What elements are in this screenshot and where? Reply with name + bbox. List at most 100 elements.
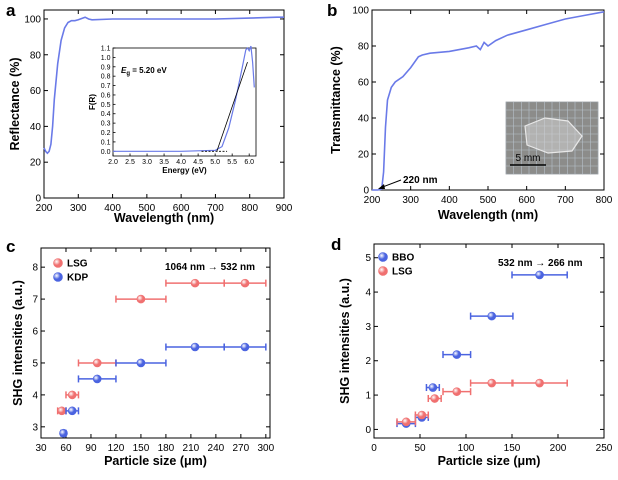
inset-y-tick-label: 0.4 <box>101 111 111 118</box>
data-point-bbo <box>535 270 544 280</box>
y-tick-label: 3 <box>365 322 371 333</box>
data-point-lsg <box>92 358 102 368</box>
inset-y-axis-label: F(R) <box>88 94 97 110</box>
y-tick-label: 2 <box>365 356 371 367</box>
y-tick-label: 8 <box>32 263 38 274</box>
inset-x-axis-label: Energy (eV) <box>162 166 207 175</box>
x-tick-label: 400 <box>441 195 458 206</box>
inset-tangent-line <box>216 61 248 152</box>
x-tick-label: 200 <box>550 443 567 454</box>
y-tick-label: 0 <box>363 186 369 197</box>
data-point-lsg <box>452 387 462 396</box>
inset-y-tick-label: 0.9 <box>101 64 111 71</box>
inset-x-tick-label: 2.0 <box>108 159 118 166</box>
inset-x-tick-label: 5.5 <box>227 159 237 166</box>
x-tick-label: 100 <box>458 443 475 454</box>
x-tick-label: 300 <box>402 195 419 206</box>
x-tick-label: 240 <box>208 443 225 454</box>
panel-letter-d: d <box>331 235 341 254</box>
y-tick-label: 80 <box>30 50 42 61</box>
x-tick-label: 400 <box>104 203 121 214</box>
inset-y-tick-label: 0.5 <box>101 102 111 109</box>
crystal-shape <box>524 117 583 154</box>
y-axis-label: Reflectance (%) <box>8 57 22 150</box>
data-point-lsg <box>487 378 497 388</box>
y-tick-label: 5 <box>365 253 371 264</box>
x-tick-label: 150 <box>504 443 521 454</box>
x-tick-label: 700 <box>207 203 224 214</box>
data-point-kdp <box>92 374 102 384</box>
data-point-lsg <box>136 294 146 304</box>
data-point-bbo <box>452 350 462 359</box>
panel-letter-b: b <box>327 1 337 20</box>
annotation-value: = 5.20 eV <box>130 66 167 75</box>
inset-x-tick-label: 5.0 <box>210 159 220 166</box>
x-tick-label: 500 <box>139 203 156 214</box>
x-tick-label: 60 <box>60 443 72 454</box>
inset-x-tick-label: 2.5 <box>125 159 135 166</box>
legend-marker-lsg <box>53 258 63 268</box>
data-point-kdp <box>190 342 200 352</box>
y-tick-label: 3 <box>32 422 38 433</box>
arrow-head <box>378 184 385 189</box>
panel-letter-c: c <box>6 237 15 256</box>
inset-y-tick-label: 0.3 <box>101 121 111 128</box>
y-tick-label: 40 <box>30 122 42 133</box>
x-tick-label: 120 <box>108 443 125 454</box>
transmittance-line <box>372 11 605 191</box>
y-tick-label: 0 <box>365 425 371 436</box>
inset-annotation: Eg = 5.20 eV <box>121 66 167 77</box>
inset-x-tick-label: 6.0 <box>244 159 254 166</box>
x-tick-label: 800 <box>596 195 613 206</box>
y-tick-label: 20 <box>358 150 370 161</box>
legend-marker-kdp <box>53 272 63 282</box>
y-tick-label: 100 <box>24 14 41 25</box>
panel-b: b 200 300 400 500 600 700 800 0 20 40 60 80 100 5 mm 22… <box>327 1 613 222</box>
y-tick-label: 0 <box>35 194 41 205</box>
y-axis-label: SHG intensities (a.u.) <box>11 280 25 406</box>
y-axis-label: Transmittance (%) <box>329 46 343 154</box>
legend-marker-lsg <box>378 266 388 276</box>
data-point-lsg <box>417 410 427 420</box>
inset-y-tick-label: 0.6 <box>101 92 111 99</box>
y-tick-label: 1 <box>365 391 371 402</box>
x-tick-label: 180 <box>158 443 175 454</box>
y-tick-label: 4 <box>32 390 38 401</box>
data-point-lsg <box>190 278 200 288</box>
inset-y-tick-label: 0.2 <box>101 130 111 137</box>
x-tick-label: 600 <box>173 203 190 214</box>
y-tick-label: 80 <box>358 42 370 53</box>
y-tick-label: 100 <box>352 6 369 17</box>
x-axis-label: Wavelength (nm) <box>114 211 214 225</box>
x-tick-label: 800 <box>241 203 258 214</box>
panel-letter-a: a <box>6 1 16 20</box>
x-tick-label: 600 <box>518 195 535 206</box>
y-tick-label: 5 <box>32 358 38 369</box>
inset-x-tick-label: 4.5 <box>193 159 203 166</box>
data-point-kdp <box>136 358 146 368</box>
x-tick-label: 90 <box>85 443 97 454</box>
y-tick-label: 40 <box>358 114 370 125</box>
data-point-lsg <box>240 278 250 288</box>
data-point-kdp <box>67 406 77 416</box>
legend-label-lsg: LSG <box>67 259 88 270</box>
legend-marker-bbo <box>378 252 388 262</box>
data-point-lsg <box>401 417 411 427</box>
x-axis-label: Particle size (μm) <box>438 454 541 468</box>
x-axis-label: Particle size (μm) <box>104 454 207 468</box>
x-tick-label: 700 <box>557 195 574 206</box>
annotation-sub: g <box>126 71 130 77</box>
plot-frame-c <box>40 247 271 439</box>
data-point-kdp <box>240 342 250 352</box>
data-point-lsg <box>67 390 77 400</box>
inset-y-tick-label: 0.1 <box>101 139 111 146</box>
inset-y-tick-label: 0.8 <box>101 74 111 81</box>
y-tick-label: 6 <box>32 327 38 338</box>
y-tick-label: 7 <box>32 295 38 306</box>
x-tick-label: 0 <box>371 443 377 454</box>
y-tick-label: 4 <box>365 288 371 299</box>
y-tick-label: 60 <box>30 86 42 97</box>
legend-label-kdp: KDP <box>67 273 88 284</box>
data-point-lsg <box>535 378 544 388</box>
